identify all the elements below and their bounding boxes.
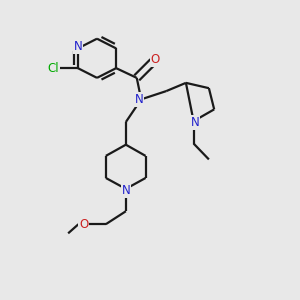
Text: Cl: Cl <box>47 61 58 75</box>
Text: N: N <box>134 93 143 106</box>
Text: O: O <box>151 53 160 66</box>
Text: O: O <box>79 218 88 231</box>
Text: N: N <box>74 40 82 52</box>
Text: N: N <box>191 116 200 129</box>
Text: N: N <box>122 184 130 197</box>
